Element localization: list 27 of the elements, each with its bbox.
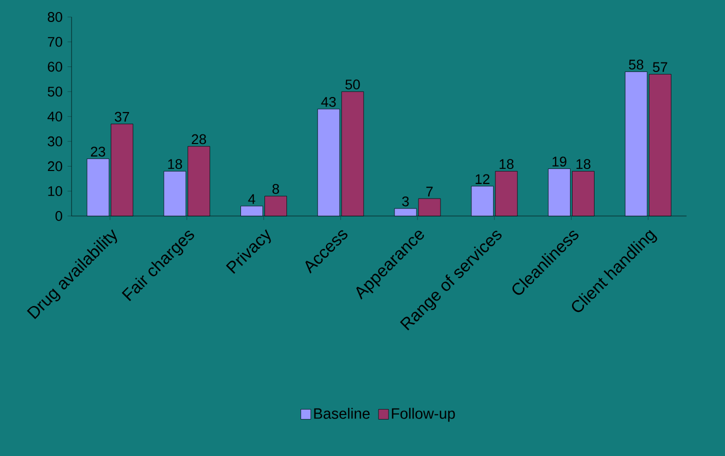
data-label: 3: [402, 196, 409, 206]
data-label: 37: [114, 112, 130, 122]
data-label: 58: [628, 60, 644, 70]
y-tick-label: 30: [48, 136, 62, 146]
data-label: 8: [272, 184, 280, 194]
data-label: 43: [321, 96, 336, 107]
y-tick-label: 0: [56, 211, 62, 221]
data-label: 50: [345, 80, 360, 90]
y-tick-label: 40: [48, 112, 62, 122]
legend-label: Follow-up: [392, 408, 455, 422]
data-label: 28: [192, 134, 206, 144]
legend-label: Baseline: [314, 408, 370, 419]
y-tick-label: 20: [48, 161, 62, 172]
data-label: 57: [652, 62, 668, 72]
data-label: 12: [476, 174, 490, 184]
data-label: 7: [426, 186, 433, 196]
y-tick-label: 80: [48, 12, 62, 22]
data-label: 4: [248, 194, 256, 204]
y-tick-label: 70: [48, 36, 62, 47]
data-label: 18: [168, 159, 182, 170]
data-label: 18: [576, 159, 590, 170]
y-tick-label: 60: [48, 62, 62, 72]
data-label: 18: [500, 159, 514, 170]
data-label: 19: [552, 156, 566, 167]
data-label: 23: [90, 146, 106, 157]
y-tick-label: 10: [48, 186, 62, 196]
y-tick-label: 50: [48, 86, 62, 97]
